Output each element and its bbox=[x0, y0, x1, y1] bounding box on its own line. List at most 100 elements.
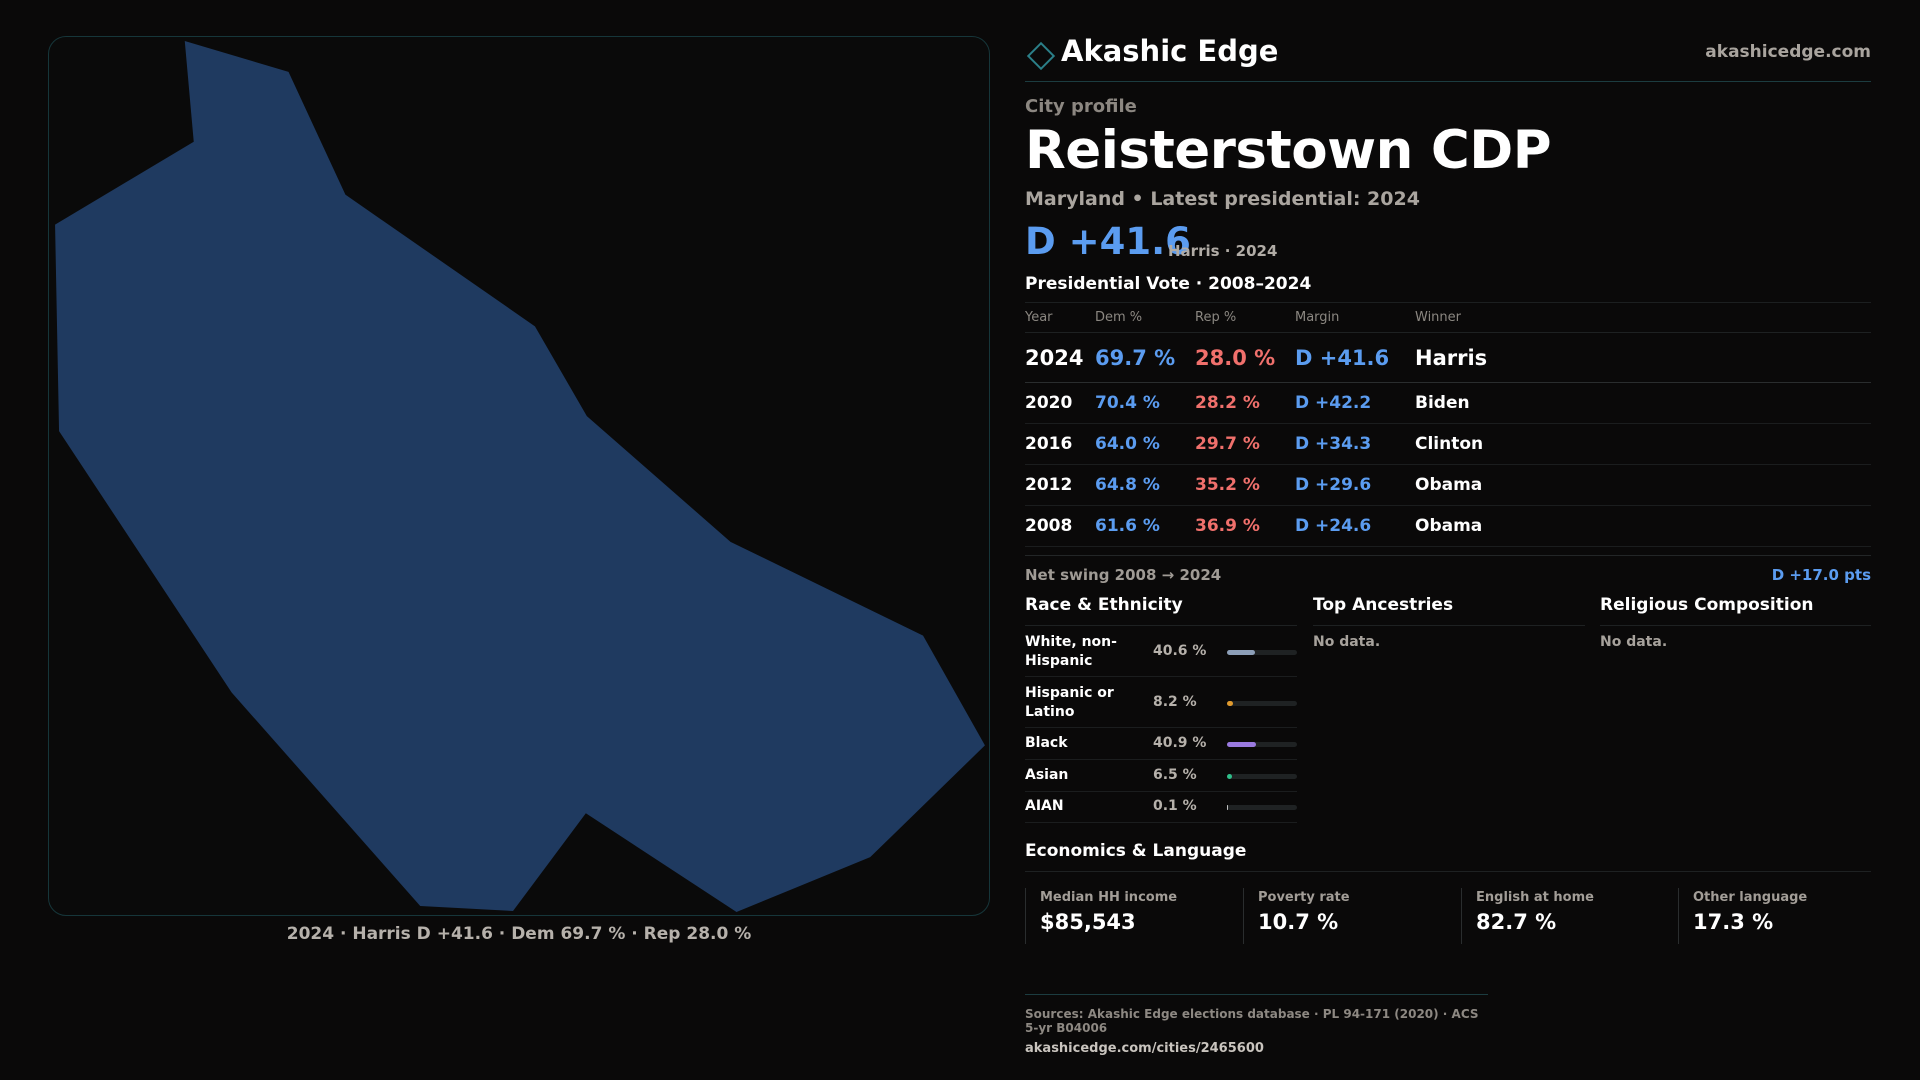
econ-label: English at home bbox=[1476, 890, 1594, 906]
table-row: 2008 61.6 % 36.9 % D +24.6 Obama bbox=[1025, 505, 1871, 548]
brand-url-link[interactable]: akashicedge.com bbox=[1705, 42, 1871, 62]
latest-margin-value: D +41.6 bbox=[1025, 219, 1191, 263]
ancestries-panel: Top Ancestries No data. bbox=[1313, 595, 1585, 650]
row-year: 2008 bbox=[1025, 505, 1095, 548]
net-swing-value: D +17.0 pts bbox=[1771, 566, 1871, 585]
presidential-table: Year Dem % Rep % Margin Winner 2024 69.7… bbox=[1025, 302, 1871, 548]
race-bar bbox=[1227, 650, 1297, 656]
race-bar-fill bbox=[1227, 774, 1232, 780]
race-bar bbox=[1227, 742, 1297, 748]
city-profile-panel: Akashic Edge akashicedge.com City profil… bbox=[1025, 30, 1871, 958]
row-margin: D +24.6 bbox=[1295, 505, 1415, 548]
econ-value: 10.7 % bbox=[1258, 910, 1339, 935]
race-pct: 6.5 % bbox=[1153, 767, 1197, 784]
row-rep: 29.7 % bbox=[1195, 423, 1295, 466]
col-winner: Winner bbox=[1415, 302, 1871, 334]
diamond-logo-icon bbox=[1026, 41, 1056, 71]
race-row: AIAN 0.1 % bbox=[1025, 792, 1297, 824]
brand-header: Akashic Edge akashicedge.com bbox=[1025, 30, 1871, 82]
row-year: 2024 bbox=[1025, 332, 1095, 384]
religion-panel: Religious Composition No data. bbox=[1600, 595, 1871, 650]
econ-label: Median HH income bbox=[1040, 890, 1178, 906]
econ-card-english: English at home 82.7 % bbox=[1461, 888, 1679, 945]
econ-value: 17.3 % bbox=[1693, 910, 1774, 935]
sources-text: Sources: Akashic Edge elections database… bbox=[1025, 1007, 1479, 1035]
econ-label: Poverty rate bbox=[1258, 890, 1350, 906]
footer-url-link[interactable]: akashicedge.com/cities/2465600 bbox=[1025, 1041, 1264, 1056]
col-year: Year bbox=[1025, 302, 1095, 334]
econ-card-other-language: Other language 17.3 % bbox=[1678, 888, 1871, 945]
row-rep: 28.2 % bbox=[1195, 382, 1295, 425]
col-margin: Margin bbox=[1295, 302, 1415, 334]
row-year: 2012 bbox=[1025, 464, 1095, 507]
table-row: 2012 64.8 % 35.2 % D +29.6 Obama bbox=[1025, 464, 1871, 507]
page-title: Reisterstown CDP bbox=[1025, 120, 1552, 181]
row-year: 2016 bbox=[1025, 423, 1095, 466]
race-name: Black bbox=[1025, 735, 1068, 752]
table-header-row: Year Dem % Rep % Margin Winner bbox=[1025, 302, 1871, 334]
race-bar bbox=[1227, 701, 1297, 707]
demographics-section: Race & Ethnicity White, non-Hispanic 40.… bbox=[1025, 595, 1871, 835]
row-rep: 35.2 % bbox=[1195, 464, 1295, 507]
latest-margin-note: Harris · 2024 bbox=[1168, 241, 1278, 260]
econ-value: 82.7 % bbox=[1476, 910, 1557, 935]
row-winner: Biden bbox=[1415, 382, 1871, 425]
latest-margin: D +41.6 Harris · 2024 bbox=[1025, 220, 1871, 266]
table-row: 2016 64.0 % 29.7 % D +34.3 Clinton bbox=[1025, 423, 1871, 466]
ancestries-heading: Top Ancestries bbox=[1313, 595, 1585, 627]
religion-heading: Religious Composition bbox=[1600, 595, 1871, 627]
row-margin: D +29.6 bbox=[1295, 464, 1415, 507]
race-pct: 8.2 % bbox=[1153, 694, 1197, 711]
row-year: 2020 bbox=[1025, 382, 1095, 425]
map-caption: 2024 · Harris D +41.6 · Dem 69.7 % · Rep… bbox=[286, 924, 752, 944]
row-winner: Obama bbox=[1415, 505, 1871, 548]
race-pct: 40.6 % bbox=[1153, 643, 1207, 660]
footer: Sources: Akashic Edge elections database… bbox=[1025, 994, 1488, 1056]
row-margin: D +42.2 bbox=[1295, 382, 1415, 425]
race-row: White, non-Hispanic 40.6 % bbox=[1025, 626, 1297, 678]
presidential-heading: Presidential Vote · 2008–2024 bbox=[1025, 274, 1871, 303]
row-winner: Obama bbox=[1415, 464, 1871, 507]
econ-card-poverty: Poverty rate 10.7 % bbox=[1243, 888, 1461, 945]
row-rep: 28.0 % bbox=[1195, 332, 1295, 384]
net-swing: Net swing 2008 → 2024 D +17.0 pts bbox=[1025, 555, 1871, 589]
race-bar-fill bbox=[1227, 650, 1256, 656]
economics-heading: Economics & Language bbox=[1025, 841, 1871, 873]
race-row: Black 40.9 % bbox=[1025, 728, 1297, 761]
row-dem: 69.7 % bbox=[1095, 332, 1195, 384]
race-row: Hispanic or Latino 8.2 % bbox=[1025, 677, 1297, 729]
row-dem: 61.6 % bbox=[1095, 505, 1195, 548]
city-boundary-map bbox=[55, 40, 985, 913]
ancestries-empty: No data. bbox=[1313, 634, 1381, 651]
col-rep: Rep % bbox=[1195, 302, 1295, 334]
city-boundary-shape[interactable] bbox=[55, 40, 985, 913]
race-name: Asian bbox=[1025, 767, 1069, 784]
page-kicker: City profile bbox=[1025, 96, 1137, 117]
row-margin: D +34.3 bbox=[1295, 423, 1415, 466]
row-winner: Clinton bbox=[1415, 423, 1871, 466]
city-map[interactable] bbox=[48, 36, 990, 916]
race-bar bbox=[1227, 805, 1297, 811]
row-margin: D +41.6 bbox=[1295, 332, 1415, 384]
race-row: Asian 6.5 % bbox=[1025, 760, 1297, 793]
race-ethnicity-panel: Race & Ethnicity White, non-Hispanic 40.… bbox=[1025, 595, 1297, 824]
page-subtitle: Maryland • Latest presidential: 2024 bbox=[1025, 187, 1420, 210]
row-dem: 64.8 % bbox=[1095, 464, 1195, 507]
table-row: 2020 70.4 % 28.2 % D +42.2 Biden bbox=[1025, 382, 1871, 425]
row-dem: 64.0 % bbox=[1095, 423, 1195, 466]
net-swing-label: Net swing 2008 → 2024 bbox=[1025, 566, 1222, 585]
race-pct: 40.9 % bbox=[1153, 735, 1207, 752]
race-bar bbox=[1227, 774, 1297, 780]
race-heading: Race & Ethnicity bbox=[1025, 595, 1297, 627]
economics-cards: Median HH income $85,543 Poverty rate 10… bbox=[1025, 888, 1871, 958]
brand-name[interactable]: Akashic Edge bbox=[1061, 34, 1279, 68]
race-bar-fill bbox=[1227, 742, 1256, 748]
race-name: AIAN bbox=[1025, 798, 1064, 815]
table-row: 2024 69.7 % 28.0 % D +41.6 Harris bbox=[1025, 332, 1871, 384]
econ-label: Other language bbox=[1693, 890, 1808, 906]
religion-empty: No data. bbox=[1600, 634, 1668, 651]
row-rep: 36.9 % bbox=[1195, 505, 1295, 548]
race-pct: 0.1 % bbox=[1153, 798, 1197, 815]
econ-value: $85,543 bbox=[1040, 910, 1136, 935]
race-name: Hispanic or Latino bbox=[1025, 685, 1114, 721]
